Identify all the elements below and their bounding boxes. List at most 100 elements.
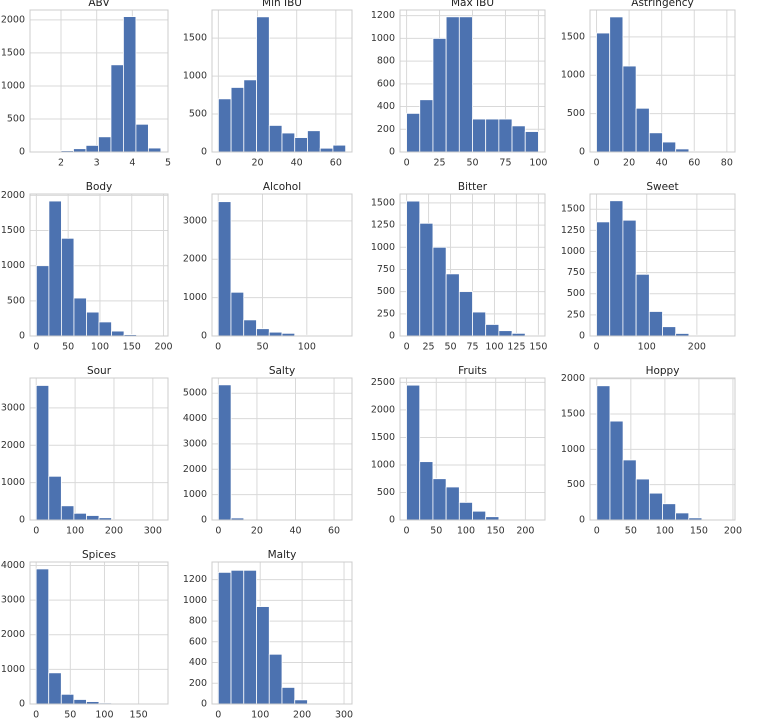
y-tick-label: 500 xyxy=(189,109,207,120)
histogram-bar xyxy=(230,569,245,705)
histogram-bar xyxy=(432,478,447,521)
y-tick-label: 250 xyxy=(567,309,585,320)
histogram-bar xyxy=(268,653,283,705)
histogram-bar xyxy=(332,144,347,153)
histogram-bar xyxy=(217,201,232,337)
histogram-bar xyxy=(86,311,100,337)
histogram-bar xyxy=(60,693,75,705)
histogram-bar xyxy=(622,65,637,153)
x-tick-label: 0 xyxy=(33,710,39,721)
x-tick-label: 25 xyxy=(423,342,435,353)
x-tick-label: 5 xyxy=(165,158,171,169)
y-tick-label: 2000 xyxy=(561,373,585,384)
histogram-bar xyxy=(485,324,500,337)
y-tick-label: 1000 xyxy=(371,242,395,253)
histogram-bar xyxy=(419,461,434,521)
y-tick-label: 1500 xyxy=(1,225,25,236)
histogram-bar xyxy=(217,98,232,153)
histogram-bar xyxy=(635,273,650,337)
y-tick-label: 2000 xyxy=(1,440,25,451)
histogram-bar xyxy=(458,501,473,521)
histogram-bar xyxy=(432,38,447,153)
plot-frame xyxy=(211,9,353,153)
y-tick-label: 400 xyxy=(189,657,207,668)
histogram-bar xyxy=(268,125,283,153)
y-tick-label: 0 xyxy=(201,147,207,158)
x-tick-label: 150 xyxy=(529,342,547,353)
x-tick-label: 2 xyxy=(58,158,64,169)
histogram-bar xyxy=(662,326,677,337)
x-tick-label: 150 xyxy=(487,526,505,537)
x-tick-label: 50 xyxy=(62,342,74,353)
y-tick-label: 0 xyxy=(579,147,585,158)
y-tick-label: 1000 xyxy=(183,595,207,606)
x-tick-label: 100 xyxy=(656,526,674,537)
histogram-bar xyxy=(256,328,270,337)
histogram-bar xyxy=(243,319,257,337)
chart-title: ABV xyxy=(88,0,110,9)
histogram-bar xyxy=(61,237,75,337)
x-tick-label: 0 xyxy=(215,158,221,169)
plot-frame xyxy=(29,9,169,153)
y-tick-label: 1500 xyxy=(1,47,25,58)
x-tick-label: 0 xyxy=(33,342,39,353)
plot-frame xyxy=(211,561,353,705)
plot-frame xyxy=(399,9,546,153)
histogram-bar xyxy=(111,330,125,337)
y-tick-label: 3000 xyxy=(1,595,25,606)
y-tick-label: 500 xyxy=(567,479,585,490)
y-tick-label: 750 xyxy=(377,264,395,275)
x-tick-label: 300 xyxy=(144,526,162,537)
x-tick-label: 75 xyxy=(499,158,511,169)
histogram-bar xyxy=(524,131,539,153)
chart-title: Astringency xyxy=(631,0,693,9)
histogram-bar xyxy=(73,512,87,521)
y-tick-label: 2500 xyxy=(371,377,395,388)
plot-frame xyxy=(211,377,353,521)
histogram-bar xyxy=(609,420,624,521)
x-tick-label: 0 xyxy=(593,342,599,353)
y-tick-label: 0 xyxy=(201,515,207,526)
plot-frame xyxy=(29,561,169,705)
y-tick-label: 600 xyxy=(377,78,395,89)
x-tick-label: 200 xyxy=(688,342,706,353)
x-tick-label: 150 xyxy=(123,342,141,353)
plot-frame xyxy=(589,377,736,521)
x-tick-label: 0 xyxy=(404,158,410,169)
plot-frame xyxy=(589,193,736,337)
plot-frame xyxy=(399,377,546,521)
histogram-bar xyxy=(281,687,296,705)
histogram-bar xyxy=(458,291,473,337)
histogram-bar xyxy=(419,99,434,153)
chart-title: Fruits xyxy=(458,365,487,377)
y-tick-label: 0 xyxy=(389,331,395,342)
histogram-bar xyxy=(432,246,447,337)
histogram-bar xyxy=(60,505,75,521)
y-tick-label: 5000 xyxy=(183,388,207,399)
histogram-bar xyxy=(35,265,50,337)
x-tick-label: 75 xyxy=(466,342,478,353)
histogram-bar xyxy=(648,492,663,521)
histogram-bar xyxy=(622,219,637,337)
y-tick-label: 1000 xyxy=(1,477,25,488)
histogram-bar xyxy=(307,130,321,153)
histogram-bar xyxy=(48,475,62,521)
y-tick-label: 2000 xyxy=(1,14,25,25)
y-tick-label: 1000 xyxy=(1,80,25,91)
histogram-bar xyxy=(648,311,663,337)
histogram-bar xyxy=(406,112,421,153)
histogram-bar xyxy=(472,311,487,337)
x-tick-label: 4 xyxy=(129,158,135,169)
y-tick-label: 1000 xyxy=(1,664,25,675)
histogram-bar xyxy=(596,385,611,521)
chart-title: Malty xyxy=(268,549,297,561)
y-tick-label: 1500 xyxy=(561,204,585,215)
histogram-bar xyxy=(485,118,500,153)
y-tick-label: 0 xyxy=(579,515,585,526)
x-tick-label: 60 xyxy=(330,158,342,169)
chart-title: Alcohol xyxy=(263,181,301,193)
x-tick-label: 0 xyxy=(594,526,600,537)
y-tick-label: 750 xyxy=(567,267,585,278)
histogram-bar xyxy=(73,297,87,337)
